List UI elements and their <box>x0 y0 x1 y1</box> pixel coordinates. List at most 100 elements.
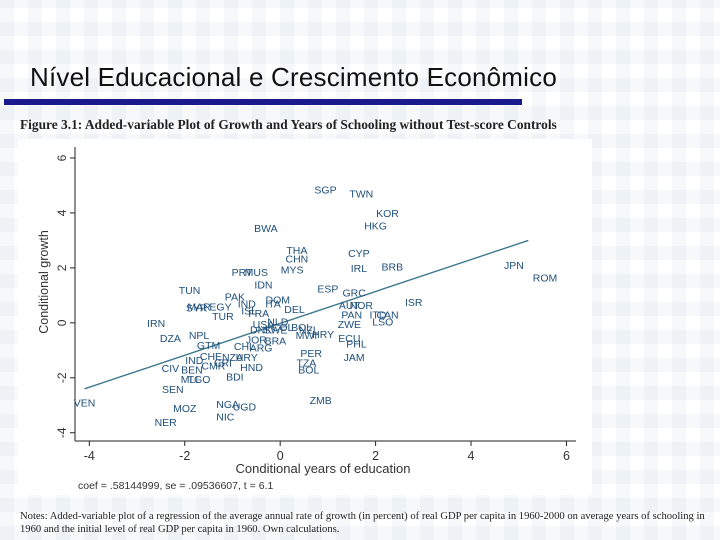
point-label-mys: MYS <box>281 264 304 276</box>
point-label-egy: EGY <box>209 301 231 313</box>
point-label-che: CHE <box>200 351 222 363</box>
point-label-kor: KOR <box>376 208 399 220</box>
point-label-mli: MLI <box>181 374 199 386</box>
point-label-jam: JAM <box>344 352 365 364</box>
point-label-pak: PAK <box>225 292 245 304</box>
point-label-bol: BOL <box>298 365 319 377</box>
x-tick-label: 2 <box>372 449 379 463</box>
point-label-ven: VEN <box>74 398 96 410</box>
point-label-isr: ISR <box>405 297 423 309</box>
point-label-rom: ROM <box>533 273 558 285</box>
y-tick-label: 6 <box>55 154 69 161</box>
y-axis-label: Conditional growth <box>37 230 51 334</box>
point-label-ugd: UGD <box>233 402 257 414</box>
point-label-syr: SYR <box>186 303 208 315</box>
point-label-aut: AUT <box>339 300 361 312</box>
point-label-cyp: CYP <box>348 248 370 260</box>
point-label-ind: IND <box>238 299 257 311</box>
point-label-npl: NPL <box>189 330 210 342</box>
point-label-ury: URY <box>236 352 258 364</box>
point-label-fra: FRA <box>248 308 269 320</box>
point-label-zmb: ZMB <box>310 395 332 407</box>
point-label-tun: TUN <box>179 285 201 297</box>
point-label-sgp: SGP <box>314 185 336 197</box>
y-tick-label: 0 <box>55 319 69 326</box>
point-label-bra: BRA <box>265 336 287 348</box>
figure-panel: -4 -2 0 2 4 6 -4 -2 0 2 4 6 SGP TWN KOR HKG BWA THA CHN CY… <box>18 139 592 495</box>
point-label-brb: BRB <box>382 262 404 274</box>
point-label-zwe: ZWE <box>338 319 361 331</box>
point-label-ben: BEN <box>181 365 203 377</box>
point-label-cmr: CMR <box>201 360 225 372</box>
title-underline <box>4 99 522 105</box>
point-label-itd: ITD <box>370 310 387 322</box>
point-label-nzl: NZL <box>299 325 319 337</box>
point-label-idn: IDN <box>254 279 272 291</box>
point-label-irl: IRL <box>351 263 368 275</box>
point-label-ind: IND <box>185 355 204 367</box>
point-label-pan: PAN <box>341 310 362 322</box>
point-label-tza: TZA <box>296 358 316 370</box>
point-label-hry: HRY <box>312 329 334 341</box>
point-label-mwi: MWI <box>296 330 318 342</box>
point-label-prt: PRT <box>232 267 253 279</box>
point-label-per: PER <box>300 348 322 360</box>
point-label-hkg: HKG <box>364 220 387 232</box>
point-label-tha: THA <box>286 245 307 257</box>
point-label-bol: BOL <box>291 322 312 334</box>
point-label-tur: TUR <box>212 311 234 323</box>
point-label-dom: DOM <box>266 294 291 306</box>
point-label-ecu: ECU <box>338 333 360 345</box>
point-label-bwa: BWA <box>254 223 278 235</box>
point-label-col: COL <box>272 322 294 334</box>
point-label-tgo: TGO <box>188 374 211 386</box>
point-label-can: CAN <box>376 310 398 322</box>
point-label-swe: SWE <box>263 325 287 337</box>
point-label-nza: NZA <box>222 352 243 364</box>
y-tick-label: 2 <box>55 264 69 271</box>
figure-notes: Notes: Added-variable plot of a regressi… <box>20 511 705 535</box>
point-label-nor: NOR <box>350 300 374 312</box>
point-label-usa: USA <box>253 319 275 331</box>
x-tick-label: -4 <box>84 449 95 463</box>
point-label-chl: CHL <box>234 341 255 353</box>
point-label-ita: ITA <box>265 299 281 311</box>
point-label-grc: GRC <box>342 288 366 300</box>
chart-axes: -4 -2 0 2 4 6 -4 -2 0 2 4 6 <box>55 147 576 463</box>
point-label-sen: SEN <box>162 384 184 396</box>
y-tick-label: -4 <box>55 427 69 438</box>
point-label-nga: NGA <box>216 399 239 411</box>
x-tick-label: 6 <box>563 449 570 463</box>
point-label-bdi: BDI <box>226 371 244 383</box>
point-label-nld: NLD <box>267 316 288 328</box>
point-label-jpn: JPN <box>504 260 524 272</box>
point-label-lso: LSO <box>372 316 393 328</box>
point-label-irn: IRN <box>147 318 165 330</box>
point-label-isl: ISL <box>241 305 257 317</box>
point-label-esp: ESP <box>317 284 338 296</box>
figure-caption: Figure 3.1: Added-variable Plot of Growt… <box>20 117 557 132</box>
point-label-dza: DZA <box>160 333 181 345</box>
fit-line-group <box>84 239 529 390</box>
point-label-moz: MOZ <box>173 403 197 415</box>
point-label-nic: NIC <box>216 411 235 423</box>
y-tick-label: -2 <box>55 372 69 383</box>
fit-line <box>84 239 529 390</box>
point-label-mus: MUS <box>245 267 268 279</box>
point-label-gtm: GTM <box>197 340 220 352</box>
point-label-phl: PHL <box>346 338 367 350</box>
x-tick-label: 4 <box>468 449 475 463</box>
point-label-arg: ARG <box>250 343 273 355</box>
point-label-civ: CIV <box>162 363 180 375</box>
point-label-twn: TWN <box>349 189 373 201</box>
point-label-del: DEL <box>284 304 305 316</box>
x-tick-label: -2 <box>179 449 190 463</box>
point-label-cri: CRI <box>214 358 232 370</box>
point-label-hnd: HND <box>240 362 263 374</box>
point-label-dnk: DNK <box>250 325 272 337</box>
slide-title: Nível Educacional e Crescimento Econômic… <box>30 62 557 92</box>
point-label-mar: MAR <box>187 301 211 313</box>
x-axis-label: Conditional years of education <box>236 461 411 476</box>
point-label-ner: NER <box>155 417 178 429</box>
